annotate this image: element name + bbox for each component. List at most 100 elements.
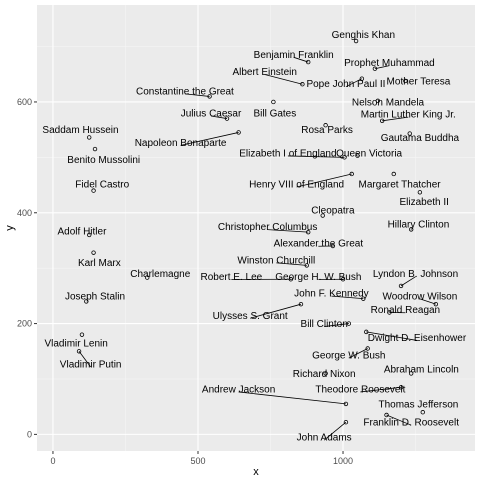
connector-lyndon-b-johnson [400,276,416,287]
point-albert-einstein [300,82,305,87]
connector-theodore-roosevelt [360,386,402,393]
label-alexander-the-great: Alexander the Great [274,239,364,250]
label-abraham-lincoln: Abraham Lincoln [384,365,459,376]
data-points [76,38,439,425]
label-napoleon-bonaparte: Napoleon Bonaparte [135,138,227,149]
label-henry-viii-of-england: Henry VIII of England [249,179,344,190]
point-saddam-hussein [87,135,92,140]
connector-albert-einstein [264,74,303,85]
label-nelson-mandela: Nelson Mandela [352,97,425,108]
connector-benjamin-franklin [293,56,309,63]
point-pope-john-paul-ii [359,76,365,81]
x-axis-ticks: 0 500 1000 [50,451,353,466]
label-margaret-thatcher: Margaret Thatcher [359,179,442,190]
label-vladimir-putin: Vladimir Putin [60,360,122,371]
point-benjamin-franklin [306,59,311,65]
y-tick-label: 400 [17,208,32,218]
label-ulysses-s-grant: Ulysses S. Grant [213,311,288,322]
point-ulysses-s-grant [298,301,304,307]
connector-andrew-jackson [238,391,346,405]
point-julius-caesar [224,116,230,121]
label-bill-gates: Bill Gates [253,109,296,120]
label-john-adams: John Adams [297,433,352,444]
label-elizabeth-ii: Elizabeth II [399,197,448,208]
y-axis-ticks: 0 200 400 600 [17,97,37,439]
connector-george-w-bush [348,348,368,359]
point-alexander-the-great [330,243,336,249]
point-joseph-stalin [84,299,89,304]
label-hillary-clinton: Hillary Clinton [388,219,450,230]
point-thomas-jefferson [420,410,425,415]
point-labels: Genghis Khan Benjamin Franklin Prophet Muh… [42,30,466,444]
point-ronald-reagan [387,310,392,315]
connector-julius-caesar [210,115,228,119]
label-queen-victoria: Queen Victoria [336,148,402,159]
point-richard-nixon [323,371,328,376]
x-tick-label: 0 [50,456,55,466]
point-elizabeth-i-of-england [342,155,347,160]
label-thomas-jefferson: Thomas Jefferson [379,399,459,410]
label-charlemagne: Charlemagne [130,269,190,280]
point-vladimir-putin [76,349,82,354]
label-george-w-bush: George W. Bush [312,351,385,362]
label-albert-einstein: Albert Einstein [232,67,296,78]
point-dwight-d-eisenhower [364,329,369,335]
y-axis-title: y [4,225,16,231]
point-charlemagne [145,275,150,280]
label-joseph-stalin: Joseph Stalin [65,291,125,302]
point-robert-e-lee [288,277,294,282]
point-andrew-jackson [343,401,349,407]
connector-bill-clinton [324,323,349,327]
point-queen-victoria [355,153,360,158]
point-elizabeth-ii [417,190,423,195]
label-cleopatra: Cleopatra [311,205,355,216]
connector-prophet-muhammad [374,65,390,70]
x-tick-label: 500 [190,456,205,466]
label-mother-teresa: Mother Teresa [387,76,451,87]
x-axis-title: x [253,466,259,478]
y-tick-label: 200 [17,319,32,329]
point-theodore-roosevelt [398,385,404,390]
y-tick-label: 0 [27,429,32,439]
point-karl-marx [91,250,96,255]
label-franklin-d-roosevelt: Franklin D. Roosevelt [363,418,459,429]
y-tick-label: 600 [17,97,32,107]
point-napoleon-bonaparte [236,130,241,135]
point-rosa-parks [323,123,328,128]
connector-constantine-the-great [184,93,210,97]
point-benito-mussolini [92,146,98,152]
point-franklin-d-roosevelt [384,412,389,418]
label-gautama-buddha: Gautama Buddha [381,133,460,144]
connector-woodrow-wilson [419,298,436,305]
label-connectors [78,56,436,441]
point-margaret-thatcher [391,171,396,177]
label-fidel-castro: Fidel Castro [75,179,129,190]
label-benjamin-franklin: Benjamin Franklin [254,50,334,61]
label-lyndon-b-johnson: Lyndon B. Johnson [373,269,458,280]
connector-napoleon-bonaparte [180,132,239,146]
label-woodrow-wilson: Woodrow Wilson [382,291,457,302]
x-tick-label: 1000 [333,456,353,466]
point-abraham-lincoln [408,371,414,376]
label-bill-clinton: Bill Clinton [301,319,348,330]
label-martin-luther-king-jr: Martin Luther King Jr. [361,110,456,121]
connector-martin-luther-king-jr [382,116,409,122]
panel-background [37,5,475,451]
connector-dwight-d-eisenhower [366,331,418,341]
point-george-h-w-bush [340,277,346,282]
connector-elizabeth-i-of-england [287,155,345,158]
label-george-h-w-bush: George H. W. Bush [275,272,361,283]
point-cleopatra [320,213,325,218]
connector-pope-john-paul-ii [345,78,363,88]
label-ronald-reagan: Ronald Reagan [371,305,441,316]
label-karl-marx: Karl Marx [78,258,121,269]
point-winston-churchill [304,263,309,268]
label-saddam-hussein: Saddam Hussein [42,125,118,136]
connector-henry-viii-of-england [296,173,352,188]
label-robert-e-lee: Robert E. Lee [200,272,262,283]
point-mother-teresa [403,78,408,84]
point-nelson-mandela [375,98,381,104]
point-genghis-khan [353,38,359,44]
point-christopher-columbus [306,229,311,235]
